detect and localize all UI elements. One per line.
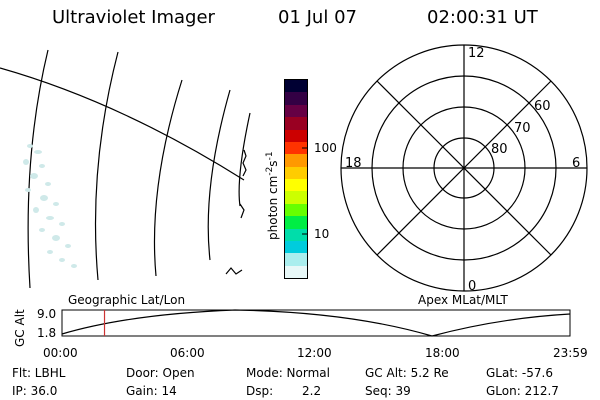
longitude-line (153, 79, 183, 277)
timeline-y-top: 9.0 (37, 307, 57, 321)
instrument-title: Ultraviolet Imager (52, 7, 215, 28)
colorbar-segment (285, 92, 307, 105)
date-label: 01 Jul 07 (278, 7, 357, 28)
colorbar-tick-10: 10 (314, 227, 330, 241)
timeline-tick-23-59: 23:59 (553, 346, 588, 360)
geographic-map (0, 49, 251, 288)
polar-ring-label-80: 80 (491, 142, 508, 157)
door-status: Door: Open (126, 366, 195, 380)
longitude-line (207, 89, 231, 261)
timeline-tick-06-00: 06:00 (170, 346, 205, 360)
dsp-value: 2.2 (302, 384, 322, 398)
coastline (242, 149, 247, 177)
colorbar-ticks (302, 147, 307, 235)
meridian-diagonal (376, 80, 552, 256)
color-scale-bar (284, 79, 308, 279)
longitude-line (27, 49, 49, 288)
colorbar-segment (285, 104, 307, 118)
polar-label-right: 6 (572, 156, 580, 171)
colorbar-tick-100: 100 (314, 141, 337, 155)
timeline-y-bottom: 1.8 (37, 326, 57, 340)
coastline (239, 203, 245, 219)
sequence-status: Seq: 39 (365, 384, 411, 398)
aurora-emission (23, 144, 77, 268)
mode-status: Mode: Normal (246, 366, 330, 380)
colorbar-segment (285, 179, 307, 192)
colorbar-segment (285, 129, 307, 142)
ip-status: IP: 36.0 (12, 384, 58, 398)
timeline-left-label: Geographic Lat/Lon (68, 293, 186, 307)
timeline-tick-00-00: 00:00 (43, 346, 78, 360)
gc-alt-status: GC Alt: 5.2 Re (365, 366, 449, 380)
polar-label-top: 12 (468, 46, 485, 61)
colorbar-unit-label: photon cm-2s-1 (265, 151, 280, 240)
polar-ring-label-60: 60 (534, 99, 551, 114)
geographic-lat-status: GLat: -57.6 (486, 366, 553, 380)
polar-label-bottom: 0 (468, 279, 476, 294)
colorbar-segment (285, 141, 307, 155)
longitude-line (238, 112, 251, 207)
altitude-timeline-chart (61, 309, 571, 337)
timeline-tick-18-00: 18:00 (425, 346, 460, 360)
colorbar-segment (285, 80, 307, 93)
geographic-lon-status: GLon: 212.7 (486, 384, 559, 398)
altitude-curve (61, 309, 571, 337)
gain-status: Gain: 14 (126, 384, 177, 398)
colorbar-segment (285, 166, 307, 179)
longitude-line (94, 51, 119, 281)
polar-ring-label-70: 70 (514, 121, 531, 136)
coastline (225, 267, 243, 275)
colorbar-segment (285, 154, 307, 167)
colorbar-segment (285, 117, 307, 130)
timeline-frame (61, 309, 571, 337)
colorbar-segment (285, 253, 307, 266)
latitude-line (0, 67, 245, 181)
timeline-tick-12-00: 12:00 (297, 346, 332, 360)
timeline-y-axis-title: GC Alt (13, 309, 27, 347)
dsp-label: Dsp: (246, 384, 274, 398)
colorbar-segment (285, 228, 307, 241)
time-label: 02:00:31 UT (427, 7, 538, 28)
colorbar-segment (285, 265, 307, 278)
colorbar-segment (285, 203, 307, 217)
polar-label-left: 18 (345, 156, 362, 171)
colorbar-segment (285, 191, 307, 204)
timeline-right-label: Apex MLat/MLT (418, 293, 508, 307)
colorbar-segment (285, 216, 307, 229)
polar-mlat-mlt-plot: 12 0 18 6 60 70 80 (340, 44, 588, 294)
filter-status: Flt: LBHL (12, 366, 66, 380)
colorbar-segment (285, 240, 307, 254)
